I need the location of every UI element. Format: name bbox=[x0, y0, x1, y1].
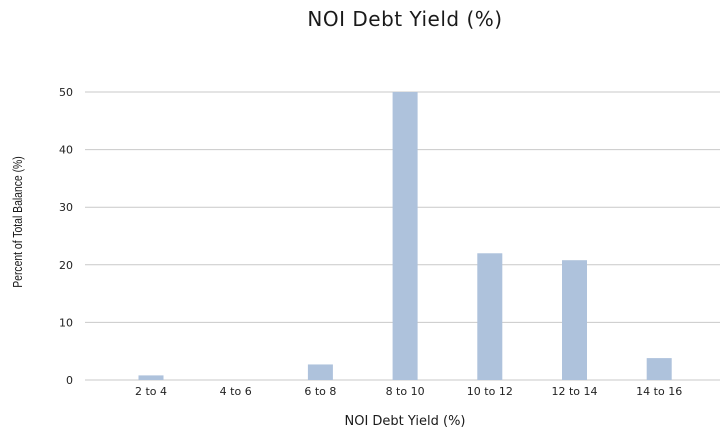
y-tick-label: 10 bbox=[59, 316, 73, 329]
y-tick-label: 50 bbox=[59, 86, 73, 99]
x-axis-ticks: 2 to 4 4 to 6 6 to 8 8 to 10 10 to 12 12 to 1… bbox=[135, 385, 682, 398]
y-tick-label: 40 bbox=[59, 144, 73, 157]
x-tick-label: 10 to 12 bbox=[467, 385, 513, 398]
bar-10-to-12 bbox=[477, 253, 503, 380]
x-tick-label: 12 to 14 bbox=[551, 385, 597, 398]
x-tick-label: 6 to 8 bbox=[304, 385, 336, 398]
x-tick-label: 14 to 16 bbox=[636, 385, 682, 398]
bar-8-to-10 bbox=[392, 92, 418, 380]
chart-title: NOI Debt Yield (%) bbox=[307, 7, 502, 31]
x-tick-label: 8 to 10 bbox=[386, 385, 425, 398]
x-tick-label: 4 to 6 bbox=[220, 385, 252, 398]
bar-6-to-8 bbox=[307, 364, 333, 380]
y-axis-title: Percent of Total Balance (%) bbox=[11, 156, 25, 288]
bar-14-to-16 bbox=[646, 358, 672, 380]
x-tick-label: 2 to 4 bbox=[135, 385, 167, 398]
bar-12-to-14 bbox=[562, 260, 587, 380]
y-tick-label: 20 bbox=[59, 259, 73, 272]
x-axis-title: NOI Debt Yield (%) bbox=[345, 414, 466, 429]
bar-2-to-4 bbox=[138, 375, 164, 380]
y-tick-label: 0 bbox=[66, 374, 73, 387]
y-axis-ticks: 0 10 20 30 40 50 bbox=[59, 86, 73, 387]
bars bbox=[138, 92, 672, 380]
y-tick-label: 30 bbox=[59, 201, 73, 214]
